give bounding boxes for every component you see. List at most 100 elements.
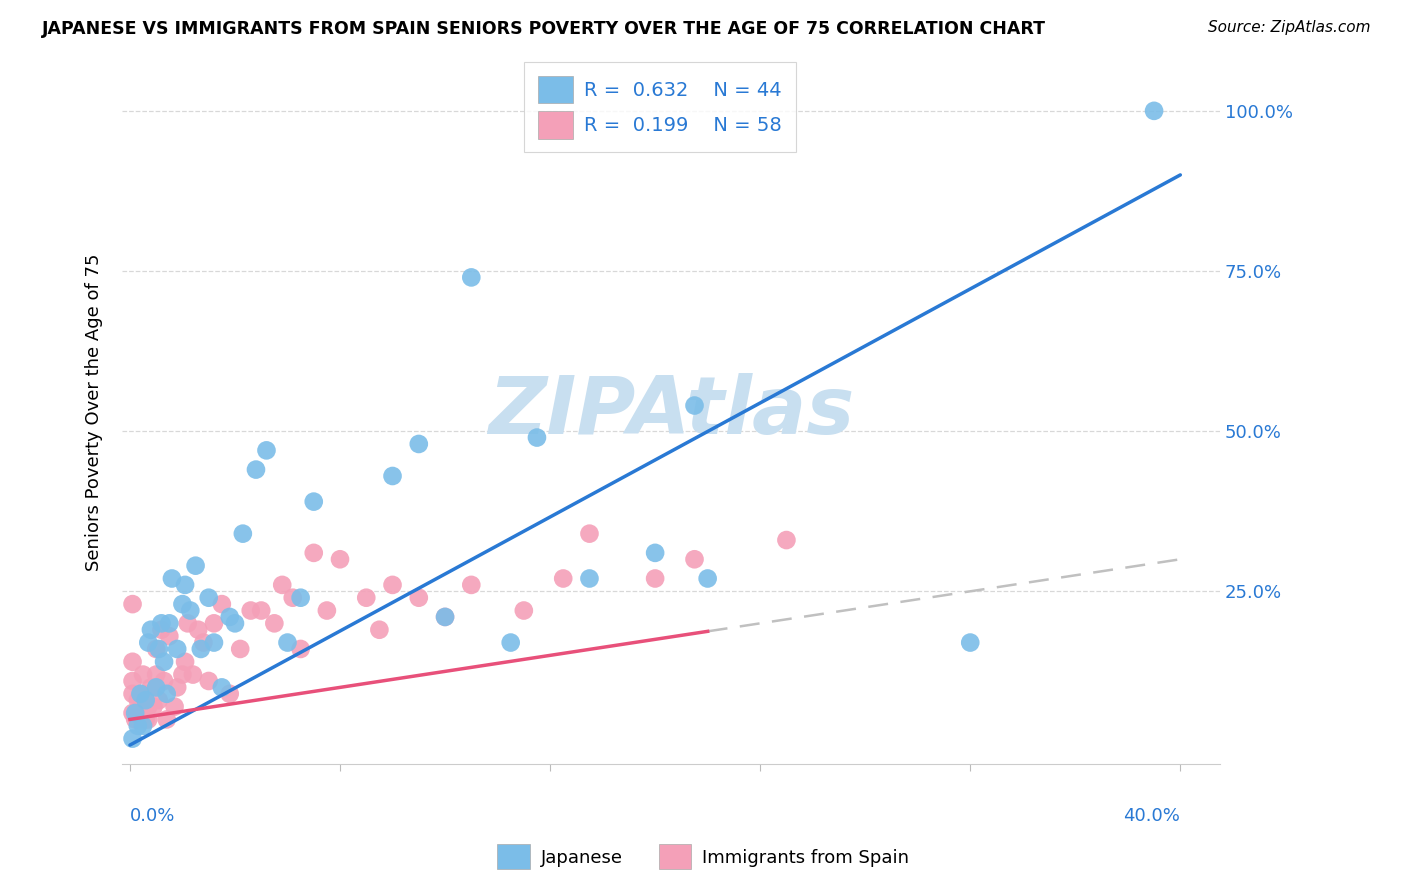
Point xyxy=(184,558,207,573)
Point xyxy=(121,706,143,720)
Point xyxy=(156,687,179,701)
Point xyxy=(121,673,143,688)
Point xyxy=(121,597,143,611)
Point xyxy=(121,687,143,701)
Point xyxy=(135,713,157,727)
Point xyxy=(281,591,304,605)
Legend: Japanese, Immigrants from Spain: Japanese, Immigrants from Spain xyxy=(488,835,918,879)
Point xyxy=(197,591,219,605)
Point xyxy=(329,552,352,566)
Point xyxy=(460,578,482,592)
Legend: R =  0.632    N = 44, R =  0.199    N = 58: R = 0.632 N = 44, R = 0.199 N = 58 xyxy=(524,62,796,153)
Point xyxy=(132,687,155,701)
Point xyxy=(578,526,600,541)
Point xyxy=(148,642,170,657)
Point xyxy=(187,623,209,637)
Point xyxy=(157,616,180,631)
Point xyxy=(232,526,254,541)
Point xyxy=(460,270,482,285)
Point xyxy=(302,494,325,508)
Point xyxy=(135,693,157,707)
Point xyxy=(434,610,457,624)
Point xyxy=(229,642,252,657)
Point xyxy=(148,693,170,707)
Point xyxy=(315,603,337,617)
Point xyxy=(211,597,233,611)
Point xyxy=(683,552,706,566)
Point xyxy=(775,533,797,547)
Point xyxy=(302,546,325,560)
Text: 0.0%: 0.0% xyxy=(129,806,176,824)
Y-axis label: Seniors Poverty Over the Age of 75: Seniors Poverty Over the Age of 75 xyxy=(86,253,103,571)
Point xyxy=(696,572,718,586)
Point xyxy=(513,603,536,617)
Point xyxy=(136,713,159,727)
Point xyxy=(290,591,312,605)
Point xyxy=(124,706,146,720)
Point xyxy=(683,399,706,413)
Point xyxy=(239,603,262,617)
Point xyxy=(172,667,194,681)
Point xyxy=(132,719,155,733)
Point xyxy=(356,591,378,605)
Point xyxy=(263,616,285,631)
Point xyxy=(129,687,152,701)
Point xyxy=(181,667,204,681)
Point xyxy=(202,635,225,649)
Point xyxy=(959,635,981,649)
Point xyxy=(245,462,267,476)
Point xyxy=(408,591,430,605)
Point xyxy=(124,713,146,727)
Point xyxy=(132,713,155,727)
Point xyxy=(1143,103,1166,118)
Point xyxy=(145,667,167,681)
Point xyxy=(644,546,666,560)
Point xyxy=(499,635,522,649)
Point xyxy=(129,699,152,714)
Point xyxy=(526,431,548,445)
Point xyxy=(136,699,159,714)
Point xyxy=(193,635,215,649)
Point xyxy=(160,572,183,586)
Point xyxy=(190,642,212,657)
Point xyxy=(174,578,197,592)
Point xyxy=(153,655,176,669)
Point xyxy=(142,699,165,714)
Point xyxy=(132,667,155,681)
Point xyxy=(127,693,149,707)
Point xyxy=(156,713,179,727)
Point xyxy=(381,469,404,483)
Point xyxy=(127,713,149,727)
Text: Source: ZipAtlas.com: Source: ZipAtlas.com xyxy=(1208,20,1371,35)
Point xyxy=(121,731,143,746)
Point xyxy=(166,642,188,657)
Point xyxy=(218,610,240,624)
Point xyxy=(290,642,312,657)
Point xyxy=(176,616,198,631)
Point xyxy=(202,616,225,631)
Point xyxy=(166,681,188,695)
Point xyxy=(145,681,167,695)
Point xyxy=(139,681,162,695)
Point xyxy=(163,699,186,714)
Text: JAPANESE VS IMMIGRANTS FROM SPAIN SENIORS POVERTY OVER THE AGE OF 75 CORRELATION: JAPANESE VS IMMIGRANTS FROM SPAIN SENIOR… xyxy=(42,20,1046,37)
Point xyxy=(408,437,430,451)
Point xyxy=(271,578,294,592)
Point xyxy=(256,443,278,458)
Point xyxy=(150,623,173,637)
Point xyxy=(578,572,600,586)
Point xyxy=(150,616,173,631)
Point xyxy=(381,578,404,592)
Point xyxy=(121,655,143,669)
Point xyxy=(136,635,159,649)
Point xyxy=(224,616,246,631)
Point xyxy=(157,629,180,643)
Point xyxy=(139,623,162,637)
Point xyxy=(174,655,197,669)
Point xyxy=(218,687,240,701)
Point xyxy=(211,681,233,695)
Text: ZIPAtlas: ZIPAtlas xyxy=(488,373,853,451)
Point xyxy=(179,603,201,617)
Point xyxy=(127,719,149,733)
Point xyxy=(145,642,167,657)
